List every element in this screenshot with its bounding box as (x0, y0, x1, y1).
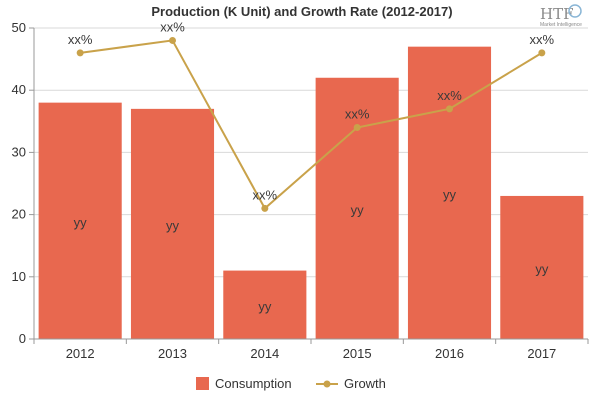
x-tick-label: 2017 (527, 346, 556, 361)
chart-title: Production (K Unit) and Growth Rate (201… (151, 4, 452, 19)
growth-point (76, 49, 84, 57)
growth-line (80, 39, 543, 210)
legend: Consumption Growth (196, 376, 386, 391)
x-tick-label: 2012 (66, 346, 95, 361)
y-tick-label: 40 (12, 82, 26, 97)
legend-label-consumption: Consumption (215, 376, 292, 391)
legend-marker-growth (323, 380, 331, 388)
y-tick-label: 10 (12, 269, 26, 284)
growth-data-label: xx% (345, 107, 370, 122)
bar-data-label: yy (535, 261, 549, 276)
bar-consumption (500, 195, 584, 339)
htf-logo: HTF Market Intelligence (540, 4, 582, 28)
x-tick-label: 2015 (343, 346, 372, 361)
growth-data-label: xx% (160, 19, 185, 34)
legend-label-growth: Growth (344, 376, 386, 391)
y-tick-label: 50 (12, 20, 26, 35)
growth-data-label: xx% (253, 187, 278, 202)
growth-data-label: xx% (437, 88, 462, 103)
bar-consumption (407, 46, 492, 339)
bar-data-label: yy (351, 202, 365, 217)
data-labels: yy yy yy yy yy yy xx% xx% xx% xx% xx% xx% (68, 19, 555, 313)
growth-data-label: xx% (530, 32, 555, 47)
logo-subtext: Market Intelligence (540, 22, 582, 28)
bar-consumption (38, 102, 122, 339)
growth-point (446, 105, 453, 113)
x-tick-label: 2016 (435, 346, 464, 361)
growth-point (169, 36, 176, 44)
growth-point (353, 124, 361, 132)
bar-data-label: yy (74, 215, 88, 230)
line-series (76, 36, 546, 212)
globe-icon (568, 4, 582, 18)
bar-data-label: yy (166, 218, 180, 233)
grid-lines (34, 27, 588, 278)
x-tick-label: 2013 (158, 346, 187, 361)
logo-text: HTF (540, 5, 574, 23)
growth-data-label: xx% (68, 32, 93, 47)
legend-swatch-consumption (196, 377, 209, 390)
y-tick-label: 20 (12, 207, 26, 222)
bar-consumption (223, 270, 307, 339)
growth-point (261, 204, 269, 212)
y-tick-label: 0 (19, 331, 26, 346)
axes: 0 10 20 30 40 50 2012 2013 2014 2015 2016 2017 (12, 20, 589, 361)
y-tick-label: 30 (12, 144, 26, 159)
growth-point (538, 49, 546, 57)
bar-consumption (130, 108, 215, 339)
bar-data-label: yy (258, 299, 272, 314)
x-tick-label: 2014 (250, 346, 279, 361)
bar-data-label: yy (443, 187, 457, 202)
